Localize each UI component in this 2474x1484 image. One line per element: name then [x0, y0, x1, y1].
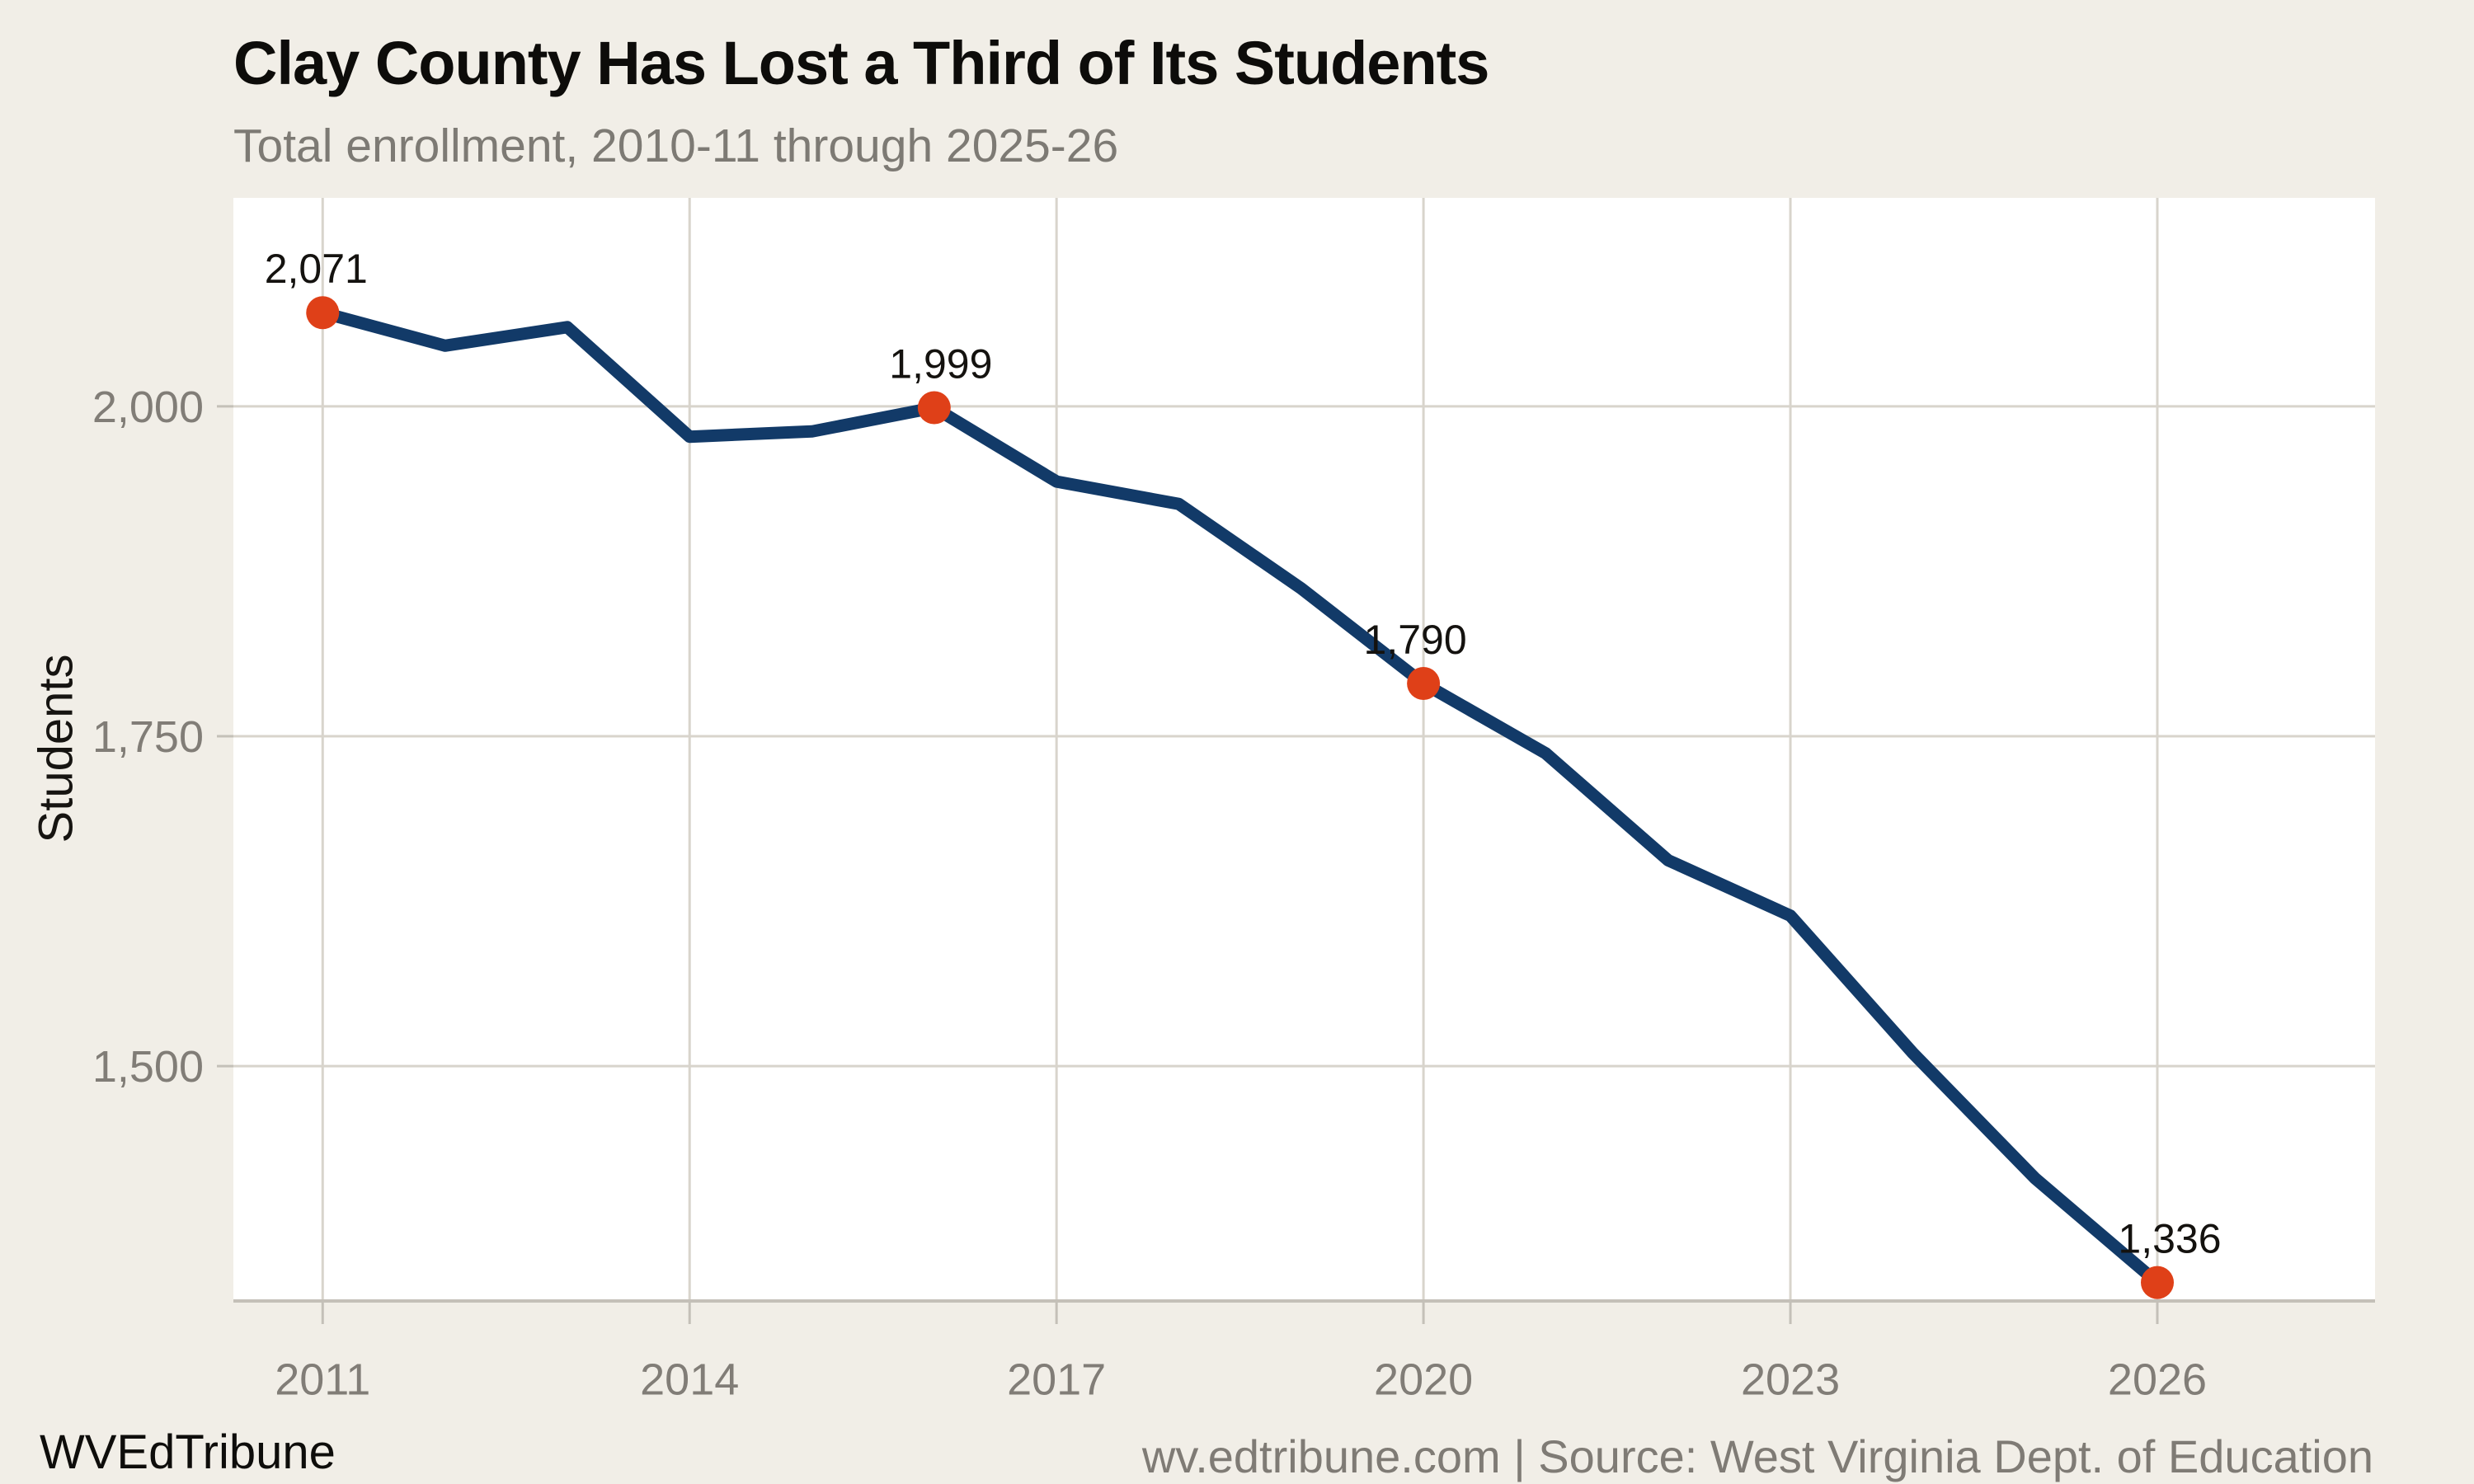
y-tick-label: 1,750 [92, 712, 204, 762]
data-point-dot [306, 296, 340, 330]
page-title: Clay County Has Lost a Third of Its Stud… [233, 29, 1489, 97]
data-point-dot [1407, 666, 1441, 700]
x-tick-label: 2020 [1374, 1355, 1473, 1404]
publisher-logo-text: WVEdTribune [40, 1425, 336, 1479]
plot-area [233, 198, 2375, 1301]
x-tick-label: 2011 [275, 1355, 370, 1404]
data-point-dot [2140, 1266, 2174, 1299]
data-point-label: 1,999 [889, 340, 992, 387]
x-tick-label: 2023 [1741, 1355, 1840, 1404]
data-point-label: 2,071 [265, 246, 368, 292]
y-tick-label: 1,500 [92, 1042, 204, 1092]
x-tick-label: 2014 [640, 1355, 739, 1404]
data-point-label: 1,336 [2118, 1216, 2221, 1262]
page-subtitle: Total enrollment, 2010-11 through 2025-2… [233, 120, 1119, 172]
data-point-dot [917, 391, 951, 425]
x-tick-label: 2017 [1007, 1355, 1106, 1404]
source-attribution: wv.edtribune.com | Source: West Virginia… [1141, 1430, 2373, 1482]
data-point-label: 1,790 [1364, 617, 1467, 663]
y-tick-label: 2,000 [92, 383, 204, 432]
enrollment-line [316, 306, 2164, 1289]
x-tick-label: 2026 [2108, 1355, 2207, 1404]
